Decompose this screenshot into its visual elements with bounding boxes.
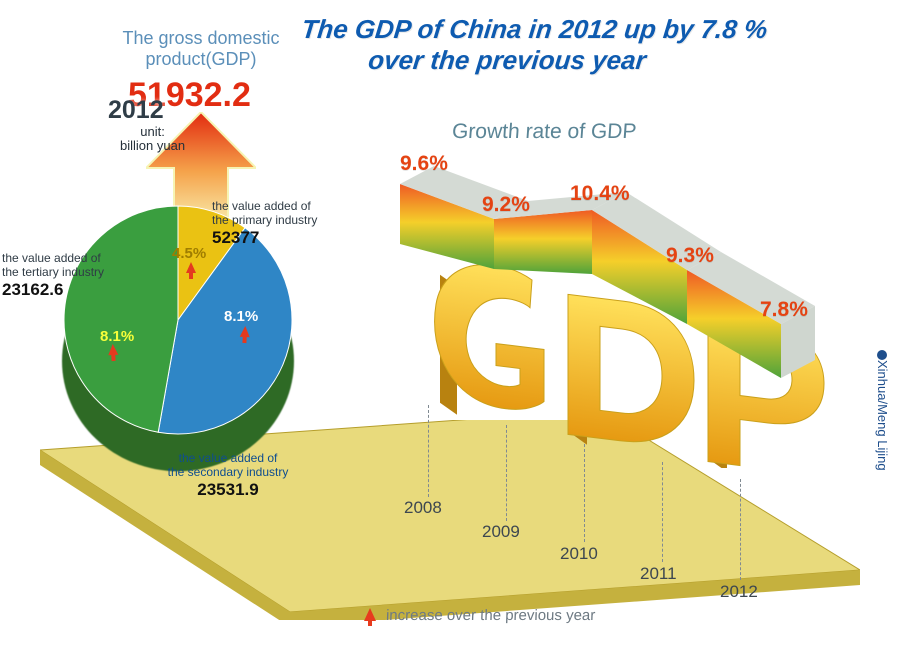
headline-line1: The GDP of China in 2012 up by 7.8 % xyxy=(300,14,863,45)
year-label: 2009 xyxy=(482,522,520,542)
pie-pct-primary: 4.5% xyxy=(172,245,206,262)
tick-line xyxy=(506,425,507,521)
year-label: 2012 xyxy=(720,582,758,602)
band-segment xyxy=(494,210,592,274)
growth-pct-label: 9.6% xyxy=(400,152,448,176)
increase-arrow-icon xyxy=(186,262,196,273)
growth-pct-label: 10.4% xyxy=(570,182,630,206)
pie-slice-tertiary xyxy=(64,206,178,432)
pie-label-secondary: the value added of the secondary industr… xyxy=(138,452,318,499)
growth-title: Growth rate of GDP xyxy=(451,120,637,144)
year-label: 2010 xyxy=(560,544,598,564)
credit-text: Xinhua/Meng Lijing xyxy=(875,360,890,471)
pie-label-tertiary: the value added of the tertiary industry… xyxy=(2,252,152,299)
year-label: 2008 xyxy=(404,498,442,518)
growth-pct-label: 9.2% xyxy=(482,193,530,217)
tick-line xyxy=(740,479,741,580)
pie-label-primary: the value added of the primary industry … xyxy=(212,200,362,247)
legend-arrow-icon xyxy=(364,608,376,621)
tick-line xyxy=(584,444,585,542)
credit-logo-icon xyxy=(877,350,887,360)
growth-band-chart xyxy=(380,158,900,398)
headline-line2: over the previous year xyxy=(367,45,860,76)
growth-pct-label: 9.3% xyxy=(666,244,714,268)
increase-arrow-icon xyxy=(240,326,251,338)
pie-pct-secondary: 8.1% xyxy=(224,308,258,325)
increase-arrow-icon xyxy=(108,344,119,356)
year-label: 2011 xyxy=(640,564,677,584)
legend-text: increase over the previous year xyxy=(386,607,596,624)
growth-pct-label: 7.8% xyxy=(760,298,808,322)
pie-pct-tertiary: 8.1% xyxy=(100,328,134,345)
headline: The GDP of China in 2012 up by 7.8 % ove… xyxy=(297,14,864,76)
gdp-total-label: The gross domestic product(GDP) xyxy=(96,28,306,70)
tick-line xyxy=(662,462,663,562)
pie-center-unit: unit: billion yuan xyxy=(120,125,185,152)
tick-line xyxy=(428,405,429,497)
pie-center-year: 2012 xyxy=(108,96,164,125)
